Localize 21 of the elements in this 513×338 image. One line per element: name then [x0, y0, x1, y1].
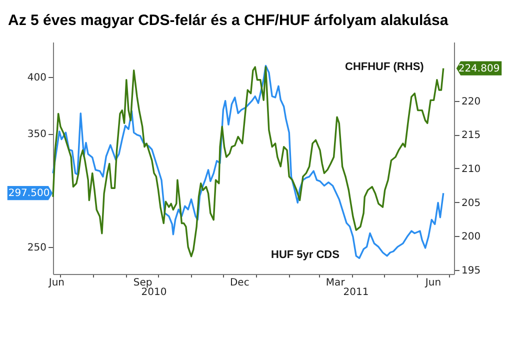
x-tick-label: Mar: [326, 278, 346, 288]
series-label: CHFHUF (RHS): [345, 61, 424, 73]
x-tick-label: Jun: [48, 278, 65, 288]
y2-tick-label: 215: [462, 130, 481, 142]
series-label: HUF 5yr CDS: [271, 249, 340, 261]
y2-tick-label: 195: [462, 265, 481, 276]
text: 224.809: [458, 63, 500, 74]
y-tick-label: 400: [27, 72, 46, 84]
y2-tick-label: 200: [462, 232, 481, 243]
text: 2011: [343, 287, 369, 298]
y-tick-label: 250: [27, 242, 46, 254]
chart-title: Az 5 éves magyar CDS-felár és a CHF/HUF árfolyam alakulása: [8, 12, 449, 29]
x-tick-label: Jun: [424, 278, 442, 288]
y-tick-label: 350: [27, 129, 46, 140]
y2-tick-label: 220: [462, 96, 481, 108]
y2-tick-label: 205: [462, 198, 481, 209]
y2-tick-label: 210: [462, 164, 481, 175]
x-tick-label: Sep: [133, 278, 152, 288]
text: 2010: [141, 287, 167, 298]
x-tick-label: Dec: [230, 278, 250, 288]
text: 297.500: [8, 188, 50, 200]
